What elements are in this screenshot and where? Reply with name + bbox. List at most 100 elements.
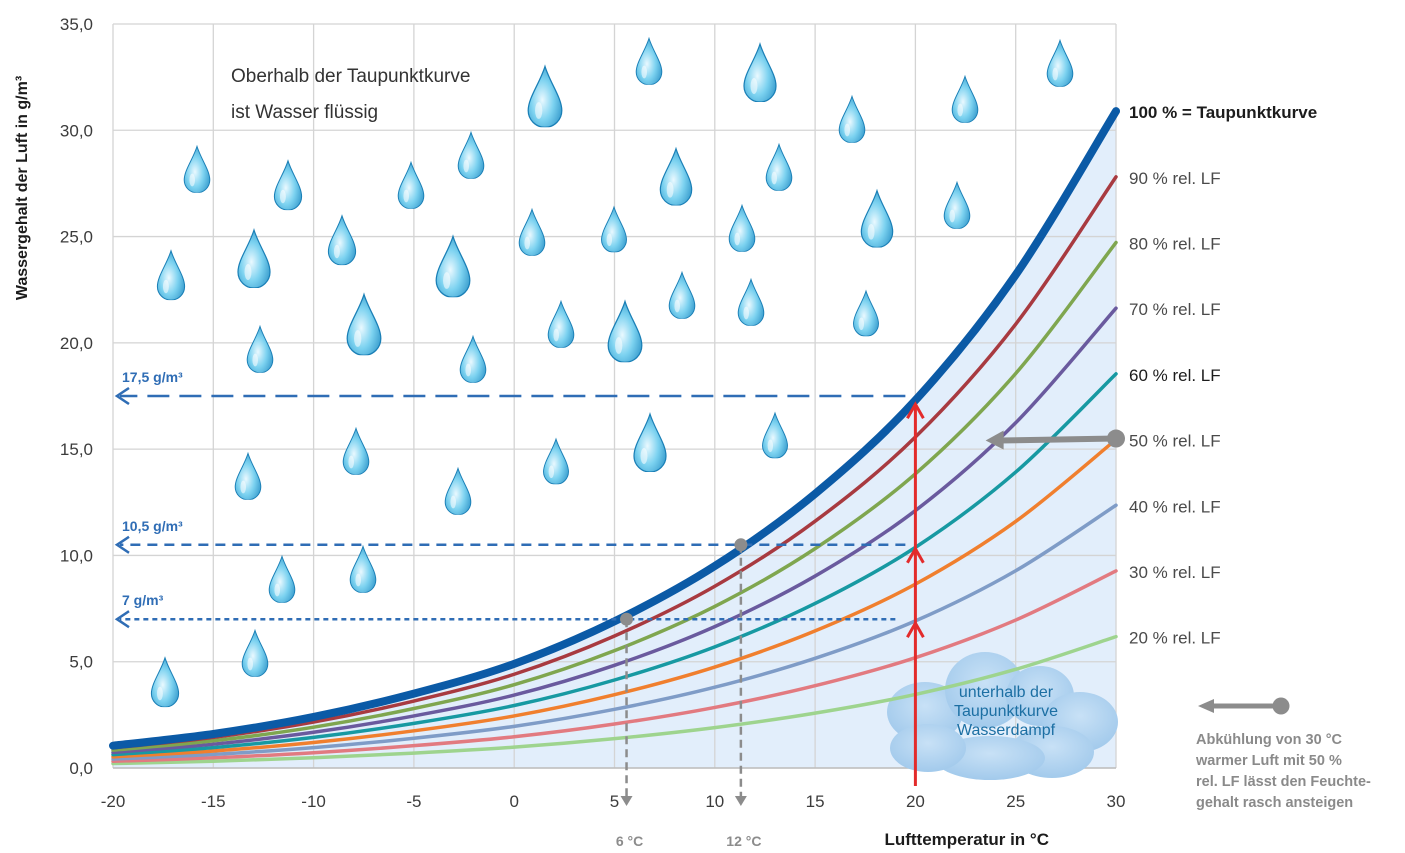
series-label: 50 % rel. LF [1129,432,1221,451]
water-drop-icon [527,65,563,128]
humidity-series-line [111,372,1118,757]
legend-arrow-start [1272,697,1290,715]
reference-label: 7 g/m³ [122,592,164,608]
y-tick-label: 20,0 [60,334,93,353]
humidity-series-line [111,175,1118,750]
y-axis-title: Wassergehalt der Luft in g/m³ [14,76,31,300]
water-drop-icon [183,145,211,193]
arrow-left-icon [985,430,1004,450]
water-drop-icon [762,412,788,459]
x-tick-label: -5 [406,792,421,811]
cooling-note-line: Abkühlung von 30 °C [1196,732,1342,748]
water-drop-icon [951,75,979,123]
y-tick-label: 15,0 [60,440,93,459]
series-label: 70 % rel. LF [1129,300,1221,319]
water-drop-icon [543,438,569,485]
water-drop-icon [435,235,471,298]
x-tick-label: 15 [806,792,825,811]
cooling-arrow [999,435,1117,444]
water-drop-icon [728,204,756,252]
x-tick-label: 25 [1006,792,1025,811]
water-drop-icon [853,290,879,337]
y-tick-label: 30,0 [60,121,93,140]
x-tick-label: -20 [101,792,126,811]
water-drop-icon [234,452,262,500]
water-drop-icon [943,181,971,229]
y-tick-label: 0,0 [69,759,93,778]
water-drop-icon [397,161,425,209]
cooling-arrow-start [1107,429,1125,448]
series-label: 80 % rel. LF [1129,235,1221,254]
annotation-below: Taupunktkurve [954,703,1058,720]
y-tick-label: 25,0 [60,228,93,247]
dewpoint-label: 6 °C [616,833,643,849]
series-label: 30 % rel. LF [1129,563,1221,582]
x-axis-title: Lufttemperatur in °C [884,830,1049,849]
arrow-down-icon [734,796,747,806]
arrow-up-icon [906,620,925,638]
water-drop-icon [349,545,377,593]
reference-label: 10,5 g/m³ [122,518,183,534]
x-tick-label: 10 [705,792,724,811]
water-drop-icon [346,293,382,356]
water-drop-icon [547,300,575,348]
series-label: 90 % rel. LF [1129,169,1221,188]
series-label: 100 % = Taupunktkurve [1129,103,1317,122]
water-drop-icon [150,657,180,708]
water-drop-icon [342,427,370,475]
dewpoint-marker [734,538,748,552]
water-drop-icon [743,43,777,102]
water-drop-icon [327,215,357,266]
water-drop-icon [241,629,269,677]
water-drop-icon [457,131,485,179]
arrow-left-icon [1198,699,1214,713]
y-tick-label: 10,0 [60,546,93,565]
x-tick-label: 20 [906,792,925,811]
cooling-note-line: warmer Luft mit 50 % [1196,753,1342,769]
water-drop-icon [838,95,866,143]
water-drop-icon [444,467,472,515]
humidity-series-line [111,569,1118,764]
arrow-down-icon [620,796,633,806]
water-drop-icon [518,208,546,256]
water-drop-icon [659,148,693,206]
series-label: 40 % rel. LF [1129,497,1221,516]
water-drop-icon [1046,39,1074,87]
annotation-above: ist Wasser flüssig [231,102,378,123]
cooling-note-line: rel. LF lässt den Feuchte- [1196,774,1371,790]
water-drop-icon [237,229,271,288]
annotation-above: Oberhalb der Taupunktkurve [231,66,470,87]
annotation-below: unterhalb der [959,684,1054,701]
water-drop-icon [860,190,894,248]
x-tick-label: -15 [201,792,226,811]
water-drop-icon [156,250,186,301]
water-drop-icon [737,278,765,326]
series-label: 60 % rel. LF [1129,366,1221,385]
water-drop-icon [273,160,303,211]
x-tick-label: 0 [509,792,518,811]
humidity-series-line [111,634,1118,766]
water-drop-icon [601,206,627,253]
humidity-series-line [111,503,1118,761]
y-tick-label: 5,0 [69,653,93,672]
x-tick-label: 5 [610,792,619,811]
water-drop-icon [668,271,696,319]
y-tick-label: 35,0 [60,15,93,34]
dewpoint-label: 12 °C [726,833,761,849]
vapor-region [113,111,1116,768]
water-drop-icon [268,555,296,603]
series-label: 20 % rel. LF [1129,629,1221,648]
cooling-note: Abkühlung von 30 °C warmer Luft mit 50 %… [1196,730,1401,814]
arrow-up-icon [906,401,925,419]
arrow-left-icon [114,386,130,406]
dewpoint-marker [620,612,634,626]
water-drop-icon [635,37,663,85]
humidity-series-line [111,437,1118,759]
x-tick-label: -10 [301,792,326,811]
arrow-left-icon [114,535,130,554]
annotation-below: Wasserdampf [957,722,1056,739]
humidity-series-line [111,306,1118,755]
water-drop-icon [765,143,793,191]
water-drop-icon [633,413,667,472]
